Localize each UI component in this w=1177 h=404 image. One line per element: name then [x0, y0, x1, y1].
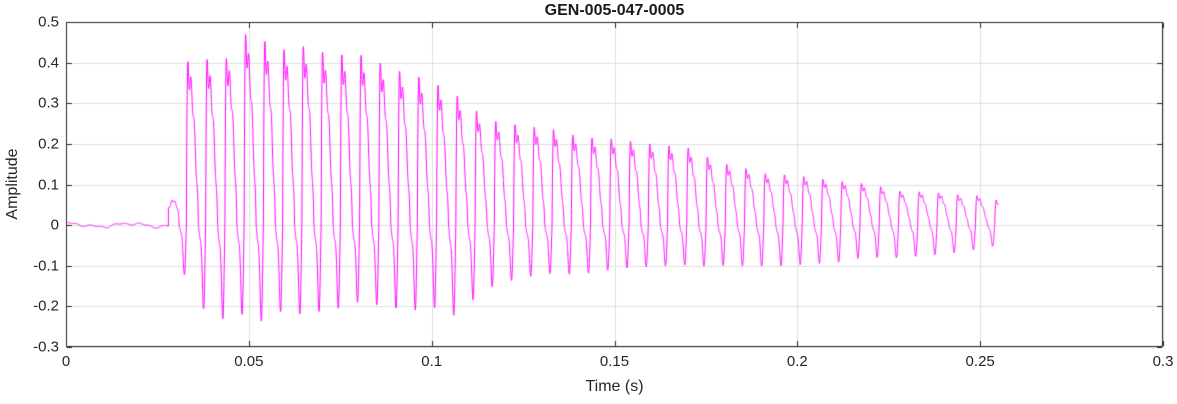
y-tick-label: 0.4	[38, 54, 59, 72]
x-tick-label: 0.25	[965, 353, 995, 370]
x-tick-label: 0	[61, 353, 71, 370]
chart-title: GEN-005-047-0005	[544, 2, 685, 19]
y-tick-label: 0.1	[38, 176, 59, 193]
y-tick-label: -0.1	[33, 257, 59, 275]
x-tick-label: 0.15	[599, 353, 630, 370]
x-tick-label: 0.2	[786, 353, 808, 370]
y-tick-label: 0.2	[38, 135, 59, 153]
y-tick-label: 0	[50, 216, 59, 234]
y-axis-label: Amplitude	[4, 148, 21, 220]
y-tick-label: 0.3	[38, 94, 59, 112]
y-tick-label: -0.3	[33, 338, 59, 356]
x-axis-label: Time (s)	[585, 378, 644, 395]
x-tick-label: 0.05	[234, 353, 264, 370]
x-tick-label: 0.3	[1152, 353, 1174, 370]
x-tick-label: 0.1	[421, 353, 443, 370]
y-tick-label: 0.5	[38, 13, 59, 31]
y-tick-label: -0.2	[33, 297, 59, 315]
